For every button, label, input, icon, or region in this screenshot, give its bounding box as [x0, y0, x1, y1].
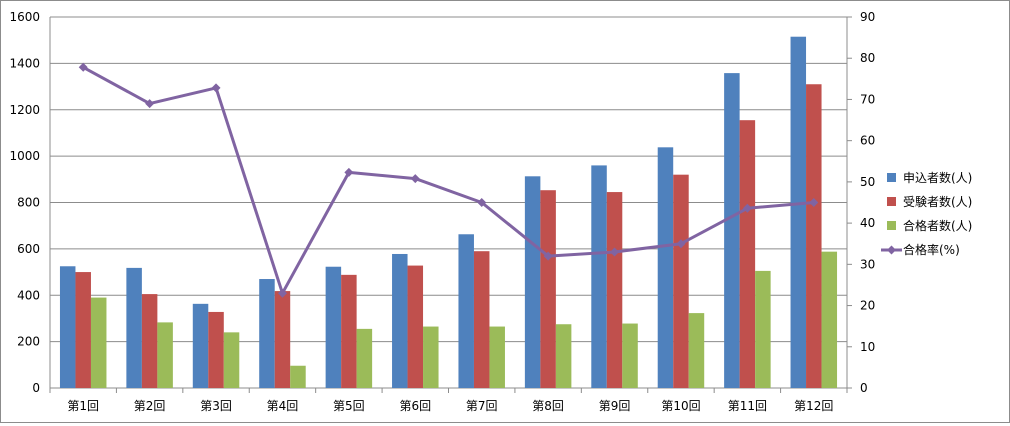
line-point [809, 198, 819, 207]
bar [274, 291, 291, 388]
bar [223, 332, 240, 388]
bar [524, 176, 541, 388]
bar [423, 326, 439, 388]
bar [325, 266, 342, 388]
legend-label: 合格者数(人) [903, 218, 972, 233]
y-left-tick-label: 800 [17, 196, 40, 210]
bar [555, 324, 572, 388]
bar [141, 294, 158, 388]
bar [392, 253, 408, 388]
y-right-tick-label: 60 [860, 134, 875, 148]
x-tick-label: 第10回 [661, 399, 700, 413]
line-point [676, 239, 686, 249]
legend-label: 合格率(%) [903, 242, 960, 257]
y-right-tick-label: 20 [860, 299, 875, 313]
line-point [477, 198, 487, 207]
bar [806, 84, 822, 389]
bar [90, 297, 107, 388]
line-point [211, 83, 221, 93]
bar [724, 73, 740, 389]
x-tick-label: 第3回 [200, 399, 232, 413]
x-tick-label: 第6回 [399, 399, 431, 413]
line-point [610, 247, 620, 257]
bar [673, 174, 689, 388]
y-right-tick-label: 50 [860, 175, 875, 189]
legend-label: 受験者数(人) [903, 194, 972, 209]
bar [622, 323, 638, 388]
bar [540, 190, 556, 388]
y-right-tick-label: 0 [860, 381, 868, 395]
bar [356, 328, 373, 388]
bar [192, 303, 209, 388]
legend-swatch-marker [887, 245, 896, 255]
bar [259, 279, 275, 388]
y-right-tick-label: 90 [860, 10, 875, 24]
line-point [543, 251, 553, 261]
y-left-tick-label: 1200 [9, 103, 40, 117]
series-line [82, 65, 814, 295]
y-right-tick-label: 80 [860, 51, 875, 65]
legend-swatch [887, 197, 896, 206]
bar [473, 251, 490, 388]
y-left-tick-label: 1000 [9, 149, 40, 163]
bar [75, 272, 91, 388]
x-tick-label: 第9回 [599, 399, 631, 413]
bar [755, 270, 771, 388]
legend-label: 申込者数(人) [903, 170, 972, 185]
legend-swatch [887, 173, 896, 182]
bar [606, 192, 623, 388]
line-point [78, 62, 88, 72]
y-right-tick-label: 70 [860, 92, 875, 106]
x-tick-label: 第2回 [134, 399, 166, 413]
bar [458, 234, 474, 388]
bar [790, 36, 807, 388]
line-point [145, 99, 155, 109]
x-tick-label: 第8回 [532, 399, 564, 413]
x-tick-label: 第12回 [794, 399, 833, 413]
y-left-tick-label: 600 [17, 242, 40, 256]
bar [208, 311, 224, 388]
y-left-tick-label: 400 [17, 288, 40, 302]
bar [290, 365, 306, 388]
x-tick-label: 第4回 [267, 399, 299, 413]
y-right-tick-label: 10 [860, 340, 875, 354]
line-point [344, 167, 354, 177]
bar [489, 326, 505, 388]
bar [739, 120, 756, 388]
x-tick-label: 第5回 [333, 399, 365, 413]
y-left-tick-label: 1600 [9, 10, 40, 24]
bar [157, 322, 173, 388]
bar [591, 165, 607, 388]
x-tick-label: 第11回 [728, 399, 767, 413]
bar [657, 147, 674, 388]
bar [126, 267, 142, 388]
bar [341, 274, 357, 388]
line-point [277, 288, 287, 298]
y-right-tick-label: 30 [860, 257, 875, 271]
x-tick-label: 第1回 [67, 399, 99, 413]
bar [407, 265, 424, 388]
bar [59, 266, 76, 388]
line-point [742, 203, 752, 213]
bar [688, 313, 705, 388]
y-left-tick-label: 200 [17, 335, 40, 349]
bar [821, 251, 838, 388]
legend-swatch [887, 221, 896, 230]
x-tick-label: 第7回 [466, 399, 498, 413]
y-left-tick-label: 0 [32, 381, 40, 395]
line-point [410, 174, 420, 184]
y-left-tick-label: 1400 [9, 56, 40, 70]
y-right-tick-label: 40 [860, 216, 875, 230]
